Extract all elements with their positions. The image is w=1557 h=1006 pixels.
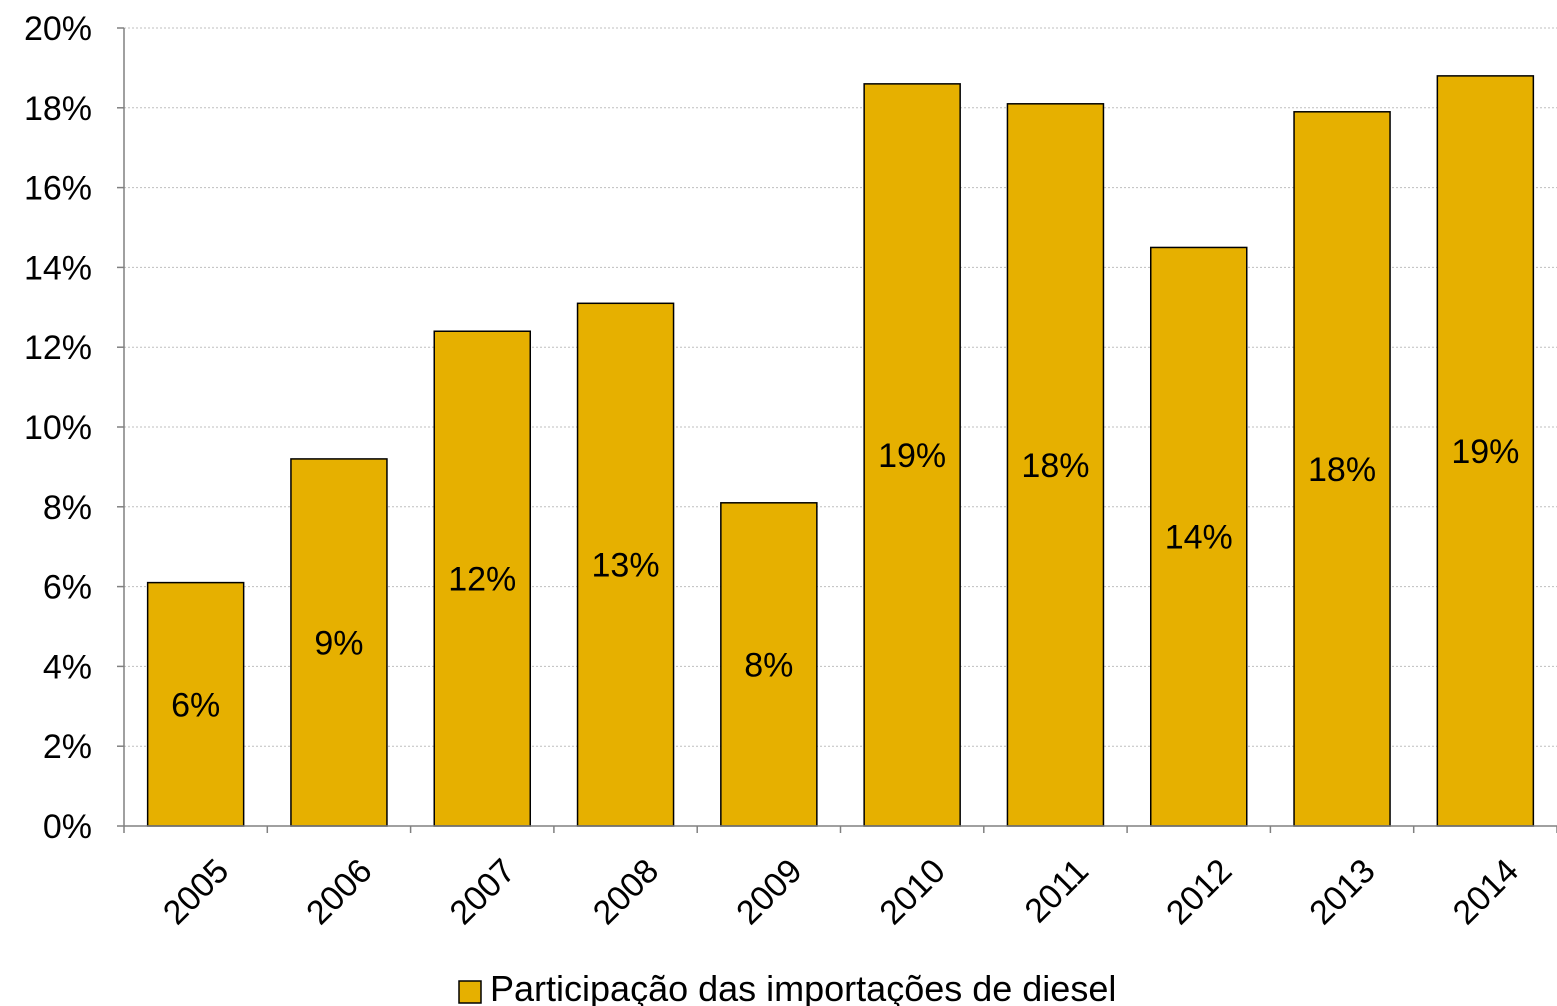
data-label: 18% [1021,447,1089,485]
bar [576,302,675,827]
bar [290,458,388,827]
x-tick-label: 2012 [1159,852,1239,932]
y-tick-label: 20% [24,10,92,48]
data-label: 8% [744,646,793,684]
x-tick-label: 2008 [586,852,666,932]
x-tick-label: 2005 [156,852,236,932]
y-tick-label: 4% [43,648,92,686]
bar [1293,111,1391,827]
data-labels: 6% 9% 12% 13% 8% 19% 18% 14% 18% 19% [171,433,1519,724]
x-tick-label: 2010 [872,852,952,932]
legend: Participação das importações de diesel [458,968,1116,1006]
y-tick-label: 14% [24,249,92,287]
legend-swatch [458,980,482,1004]
x-tick-label: 2014 [1446,852,1526,932]
data-label: 18% [1308,451,1376,489]
data-label: 9% [314,624,363,662]
x-tick-label: 2011 [1018,852,1097,931]
bar [146,581,245,827]
bar [1006,103,1105,827]
bar [720,502,818,827]
y-tick-label: 18% [24,90,92,128]
y-tick-label: 10% [24,409,92,447]
y-tick-label: 16% [24,170,92,208]
data-label: 19% [878,437,946,475]
data-label: 12% [448,561,516,599]
y-tick-label: 12% [24,329,92,367]
y-tick-label: 0% [43,808,92,846]
data-label: 14% [1165,519,1233,557]
data-label: 6% [171,686,220,724]
legend-label: Participação das importações de diesel [490,968,1116,1006]
bar [863,83,961,827]
x-tick-label: 2007 [443,852,523,932]
bar [433,330,532,827]
data-label: 19% [1451,433,1519,471]
x-tick-label: 2006 [299,852,379,932]
x-tick-label: 2013 [1302,852,1382,932]
y-tick-label: 2% [43,728,92,766]
bars [146,75,1535,827]
y-tick-label: 6% [43,569,92,607]
x-tick-label: 2009 [729,852,809,932]
y-tick-label: 8% [43,489,92,527]
gridlines [124,27,1557,747]
data-label: 13% [592,547,660,585]
bar [1436,75,1535,827]
